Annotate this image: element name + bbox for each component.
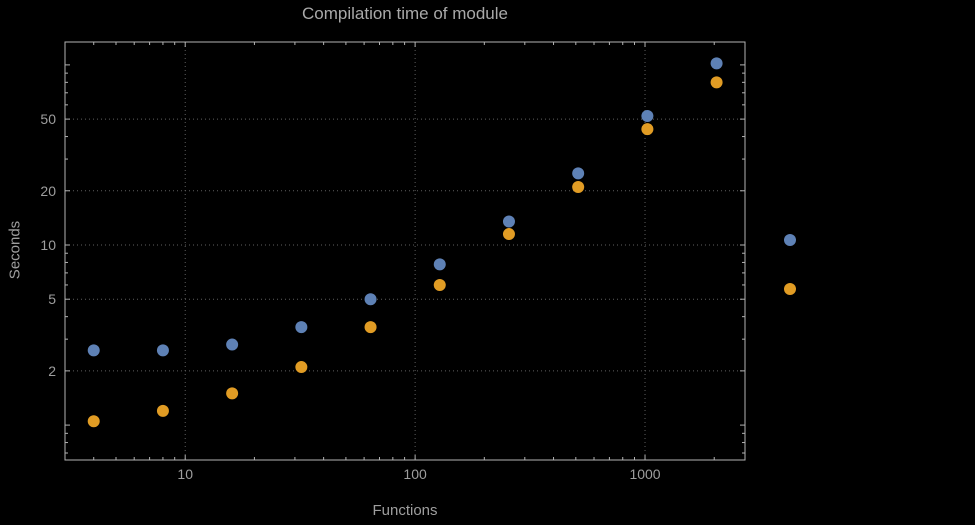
data-point-series-2 <box>87 415 100 428</box>
data-point-series-1 <box>433 258 446 271</box>
x-tick-label: 100 <box>403 466 427 482</box>
data-point-series-1 <box>295 321 308 334</box>
y-tick-label: 50 <box>40 111 56 127</box>
data-point-series-2 <box>433 278 446 291</box>
data-point-series-2 <box>502 228 515 241</box>
data-point-series-1 <box>156 344 169 357</box>
chart-title: Compilation time of module <box>302 4 508 23</box>
data-point-series-2 <box>572 180 585 193</box>
y-tick-label: 10 <box>40 237 56 253</box>
data-point-series-2 <box>156 404 169 417</box>
y-tick-label: 5 <box>48 291 56 307</box>
data-point-series-2 <box>641 123 654 136</box>
legend-marker-series-1 <box>784 234 796 246</box>
data-point-series-2 <box>295 361 308 374</box>
plot-frame <box>64 41 746 461</box>
data-point-series-1 <box>710 57 723 70</box>
data-point-series-1 <box>364 293 377 306</box>
data-point-series-2 <box>364 321 377 334</box>
data-point-series-1 <box>502 215 515 228</box>
data-point-series-2 <box>226 387 239 400</box>
data-point-series-2 <box>710 76 723 89</box>
x-axis-label: Functions <box>372 502 438 519</box>
legend-marker-series-2 <box>784 283 796 295</box>
data-point-series-1 <box>641 110 654 123</box>
data-point-series-1 <box>226 338 239 351</box>
data-point-series-1 <box>572 167 585 180</box>
x-tick-label: 1000 <box>629 466 660 482</box>
x-tick-label: 10 <box>177 466 193 482</box>
y-tick-label: 20 <box>40 183 56 199</box>
data-point-series-1 <box>87 344 100 357</box>
y-tick-label: 2 <box>48 363 56 379</box>
y-axis-label: Seconds <box>6 220 24 280</box>
